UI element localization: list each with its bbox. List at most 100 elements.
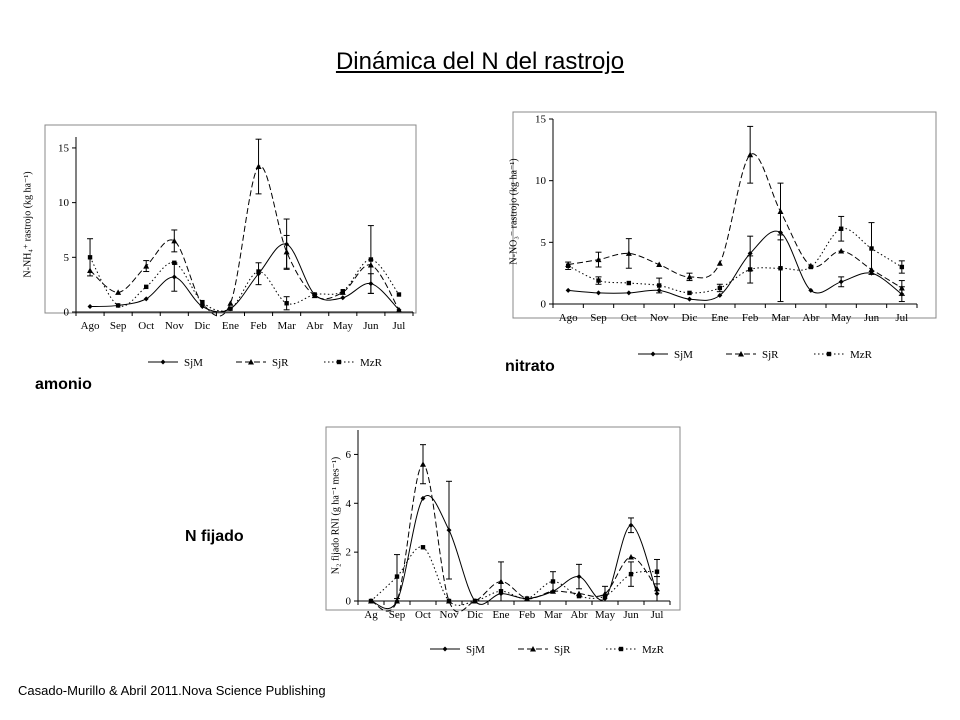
- y-tick-label: 15: [535, 114, 547, 126]
- series-line: [89, 257, 400, 312]
- data-point: [687, 290, 692, 296]
- data-point: [368, 257, 374, 262]
- legend-marker: [738, 351, 744, 357]
- legend-label: SjM: [466, 644, 485, 656]
- data-point: [396, 292, 402, 297]
- x-tick-label: Mar: [544, 609, 563, 621]
- data-point: [87, 304, 93, 310]
- legend-label: SjR: [762, 349, 779, 361]
- data-point: [686, 273, 693, 280]
- y-tick-label: 5: [64, 252, 70, 264]
- series-line: [370, 463, 658, 613]
- x-tick-label: Jun: [623, 609, 639, 621]
- legend-marker: [650, 351, 656, 357]
- chart-nitrato: 0 5 10 15 Ago Sep Oct Nov Dic Ene Feb Mar Abr May Jun J…: [508, 111, 937, 361]
- data-point: [171, 237, 178, 244]
- y-tick-label: 10: [58, 197, 70, 209]
- data-point: [394, 574, 400, 579]
- data-point: [899, 264, 905, 270]
- data-point: [115, 303, 121, 308]
- series-MzR: [87, 225, 402, 312]
- series-line: [568, 153, 903, 289]
- x-tick-label: Dic: [467, 609, 483, 621]
- series-SjM: [565, 229, 905, 303]
- data-point: [255, 163, 262, 170]
- data-point: [115, 289, 122, 295]
- chart-legend: SjM SjR MzR: [638, 349, 873, 361]
- data-point: [284, 301, 289, 306]
- data-point: [340, 295, 346, 301]
- y-tick-label: 5: [541, 237, 547, 249]
- y-tick-label: 2: [346, 547, 352, 559]
- series-SjR: [565, 125, 905, 296]
- slide-title: Dinámica del N del rastrojo: [335, 48, 625, 75]
- legend-marker: [530, 646, 536, 652]
- x-tick-label: Ago: [81, 320, 100, 332]
- x-tick-label: Ag: [364, 609, 378, 621]
- data-point: [576, 593, 582, 599]
- series-line: [90, 243, 400, 313]
- data-point: [144, 284, 149, 290]
- data-point: [808, 287, 814, 293]
- x-tick-label: Jul: [393, 320, 406, 332]
- legend-label: SjR: [554, 644, 571, 656]
- series-SjR: [368, 444, 660, 613]
- x-tick-label: Jun: [363, 320, 379, 332]
- data-point: [340, 289, 345, 294]
- series-line: [567, 227, 903, 294]
- legend-marker: [160, 359, 166, 365]
- data-point: [717, 292, 723, 298]
- legend-marker: [826, 351, 832, 357]
- x-tick-label: Oct: [415, 609, 431, 621]
- legend-label: MzR: [360, 357, 383, 369]
- legend-marker: [248, 359, 254, 365]
- data-point: [838, 247, 845, 254]
- data-point: [777, 208, 784, 214]
- x-tick-label: Sep: [389, 609, 406, 621]
- x-tick-label: Ene: [492, 609, 509, 621]
- y-axis-label: N-NO₃⁻ rastrojo (kg ha⁻¹): [508, 158, 519, 264]
- data-point: [602, 593, 608, 599]
- data-point: [87, 255, 93, 260]
- data-point: [716, 260, 723, 266]
- x-tick-label: Ene: [711, 312, 728, 324]
- data-point: [200, 299, 205, 305]
- data-point: [656, 283, 662, 288]
- x-tick-label: May: [831, 312, 852, 324]
- caption-nitrato: nitrato: [505, 358, 555, 375]
- x-tick-label: Abr: [570, 609, 587, 621]
- data-point: [143, 296, 149, 302]
- x-tick-label: Feb: [250, 320, 267, 332]
- x-tick-label: Oct: [621, 312, 637, 324]
- x-tick-label: Ago: [559, 312, 578, 324]
- x-tick-label: Dic: [682, 312, 698, 324]
- legend-label: MzR: [642, 644, 665, 656]
- data-point: [565, 287, 571, 293]
- data-point: [446, 527, 452, 533]
- data-point: [446, 598, 452, 604]
- data-point: [420, 461, 426, 467]
- legend-label: SjR: [272, 357, 289, 369]
- data-point: [625, 250, 632, 256]
- x-tick-label: Nov: [165, 320, 184, 332]
- data-point: [628, 522, 634, 528]
- x-tick-label: Mar: [771, 312, 790, 324]
- caption-n-fijado: N fijado: [185, 528, 244, 545]
- x-tick-label: Mar: [277, 320, 296, 332]
- data-point: [420, 495, 426, 501]
- y-tick-label: 0: [64, 307, 70, 319]
- series-MzR: [565, 215, 905, 303]
- data-point: [654, 569, 660, 574]
- chart-frame: [325, 426, 681, 611]
- chart-fijado: 0 2 4 6 Ag Sep Oct Nov Dic Ene Feb Mar Abr May Jun Jul N…: [325, 426, 681, 656]
- data-point: [498, 589, 504, 594]
- data-point: [869, 246, 874, 251]
- data-point: [626, 290, 632, 296]
- x-tick-label: Oct: [138, 320, 154, 332]
- data-point: [171, 274, 177, 280]
- x-tick-label: Sep: [590, 312, 607, 324]
- data-point: [628, 571, 634, 577]
- chart-amonio: 0 5 10 15 Ago Sep Oct Nov Dic Ene Feb Mar Abr May Jun J…: [22, 124, 417, 369]
- data-point: [472, 598, 478, 604]
